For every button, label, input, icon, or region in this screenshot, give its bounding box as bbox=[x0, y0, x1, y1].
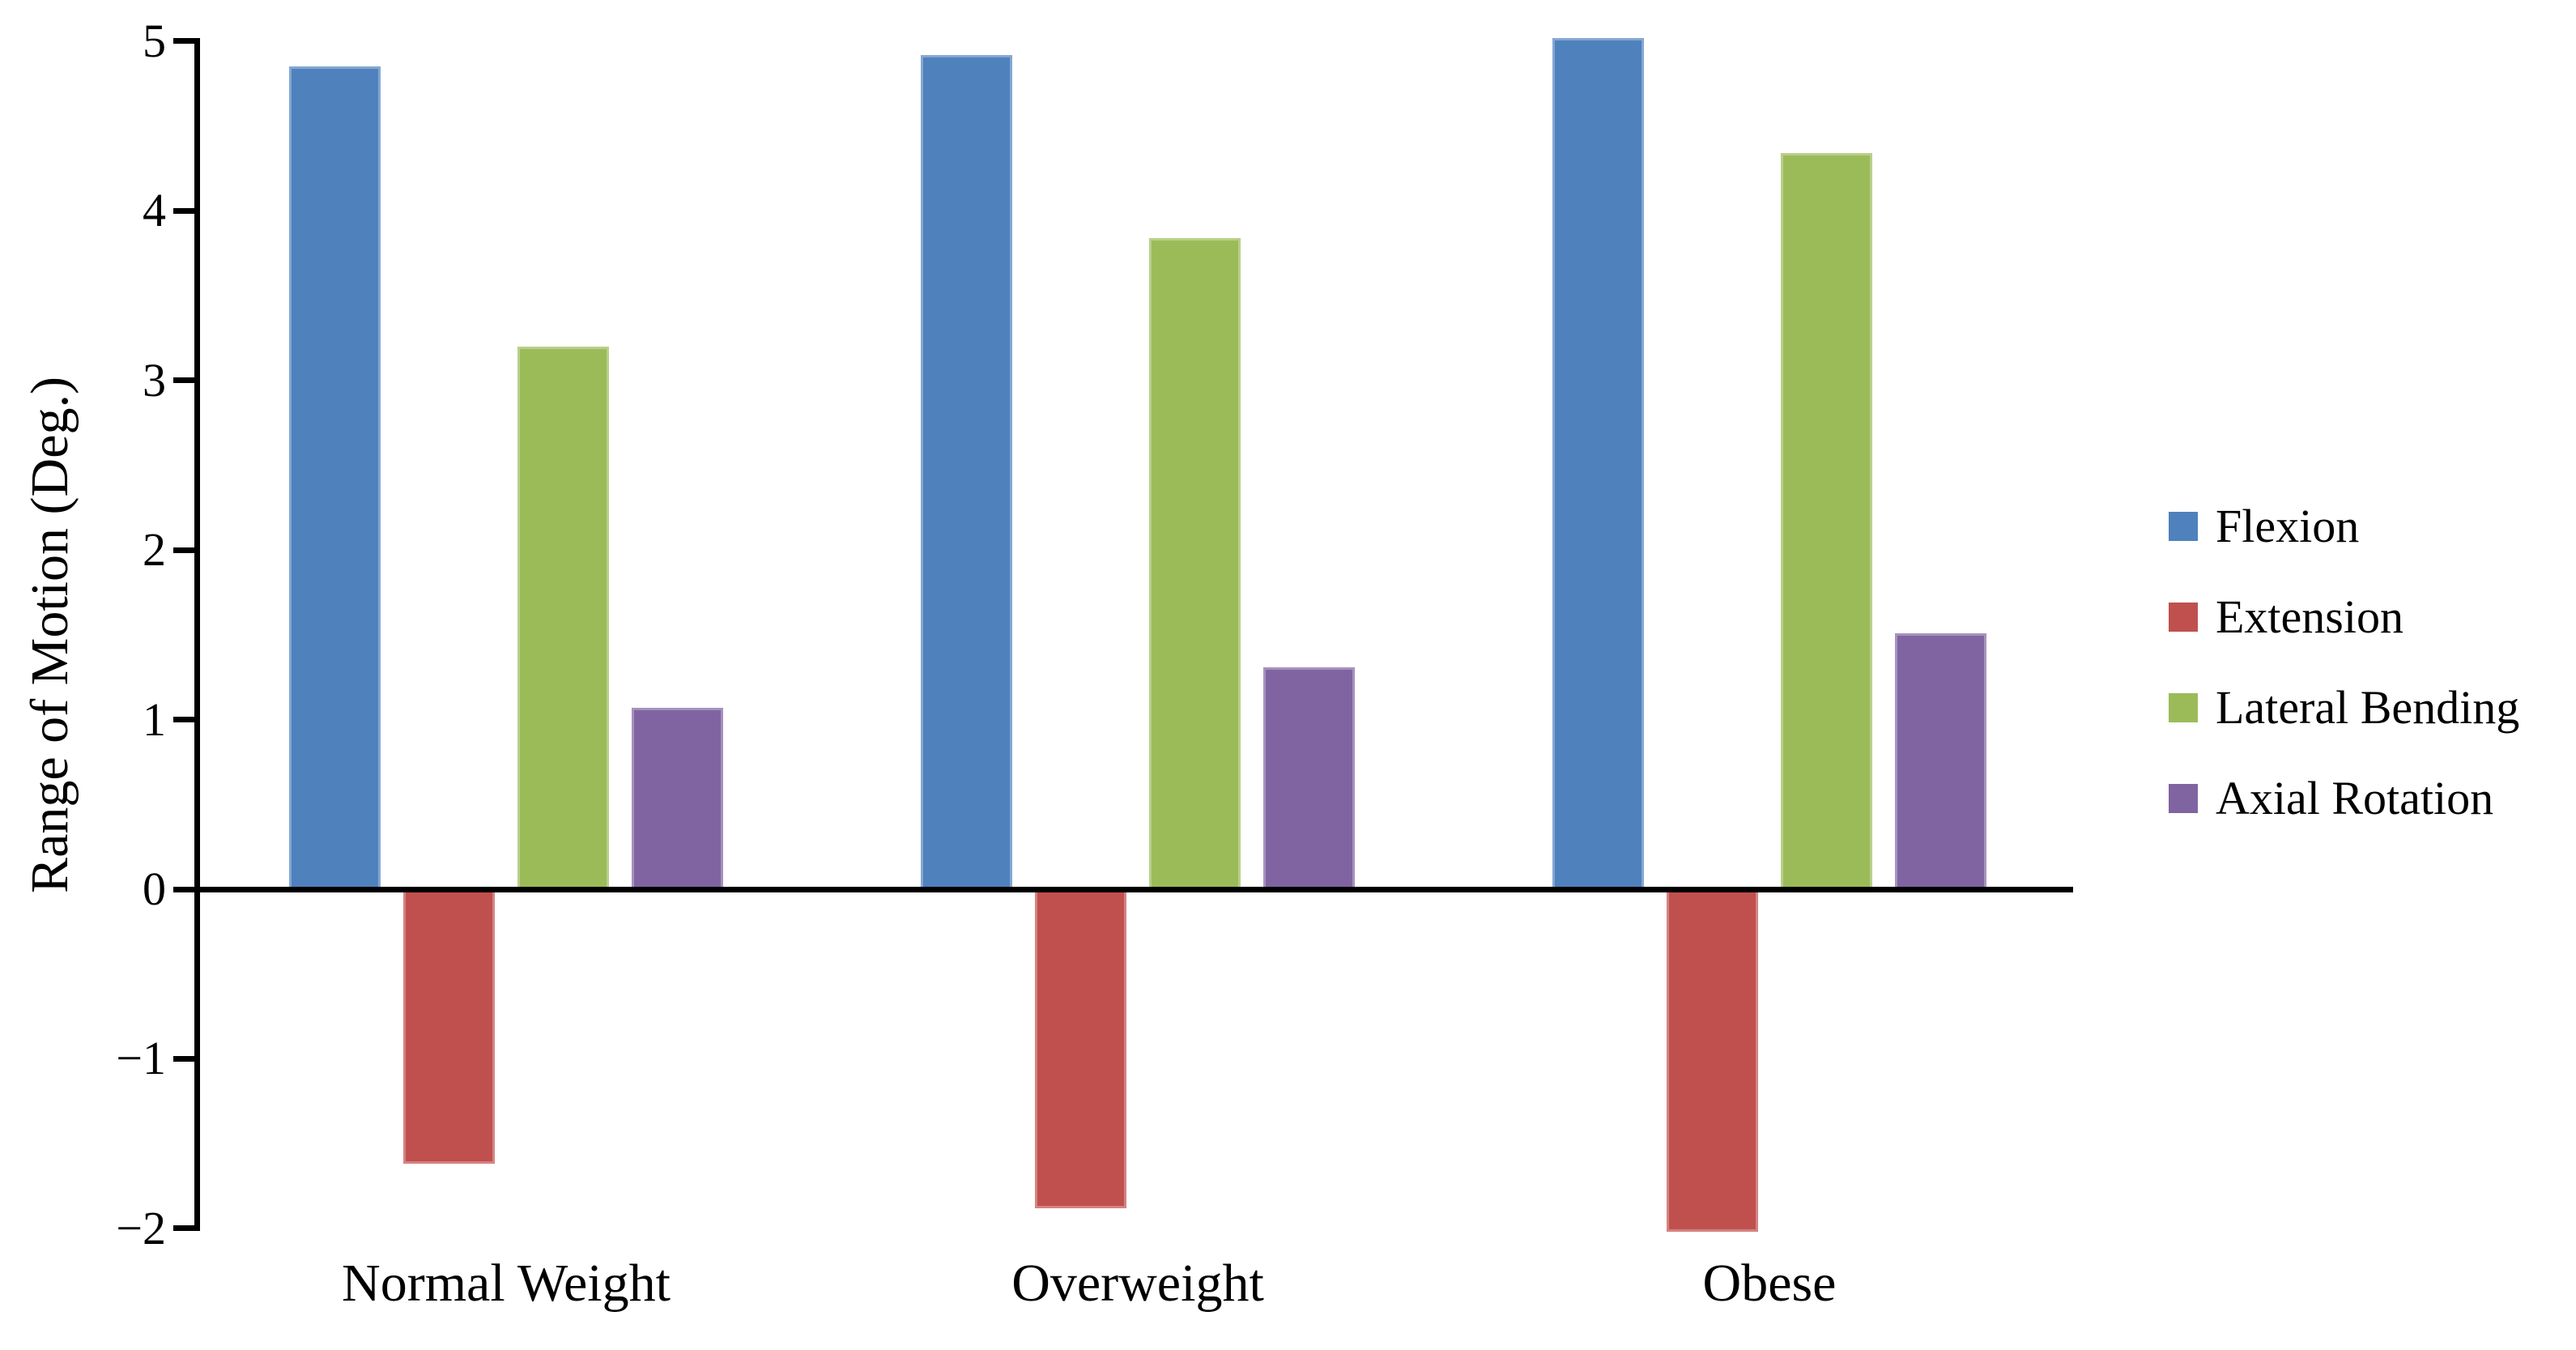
bar-axial-rotation-normal-weight bbox=[632, 707, 723, 889]
bar-extension-normal-weight bbox=[403, 889, 495, 1165]
bar-flexion-obese bbox=[1552, 37, 1644, 889]
y-tick-label: 1 bbox=[143, 692, 166, 746]
bar-extension-obese bbox=[1667, 889, 1758, 1233]
legend-item-flexion: Flexion bbox=[2169, 497, 2359, 556]
bar-lateral-bending-normal-weight bbox=[517, 346, 609, 889]
bar-lateral-bending-obese bbox=[1781, 153, 1872, 889]
y-tick-mark bbox=[173, 717, 194, 723]
bar-flexion-overweight bbox=[921, 54, 1012, 889]
legend-item-axial-rotation: Axial Rotation bbox=[2169, 769, 2493, 828]
bar-axial-rotation-overweight bbox=[1263, 666, 1355, 889]
bar-flexion-normal-weight bbox=[289, 66, 381, 889]
y-tick-mark bbox=[173, 547, 194, 553]
y-tick-label: −1 bbox=[116, 1032, 166, 1085]
legend-item-label: Flexion bbox=[2216, 500, 2360, 552]
y-tick-label: 4 bbox=[143, 184, 166, 237]
legend-item-label: Extension bbox=[2216, 590, 2404, 643]
x-category-label-obese: Obese bbox=[1702, 1254, 1837, 1313]
y-tick-mark bbox=[173, 377, 194, 384]
y-tick-mark bbox=[173, 38, 194, 45]
y-axis-title: Range of Motion (Deg.) bbox=[20, 377, 79, 893]
y-tick-mark bbox=[173, 1055, 194, 1062]
legend-item-extension: Extension bbox=[2169, 588, 2404, 646]
legend-swatch-icon bbox=[2169, 784, 2198, 813]
legend-item-label: Axial Rotation bbox=[2216, 772, 2494, 824]
y-tick-label: 0 bbox=[143, 862, 166, 915]
y-tick-mark bbox=[173, 886, 194, 892]
x-category-label-overweight: Overweight bbox=[1011, 1254, 1264, 1313]
legend-swatch-icon bbox=[2169, 512, 2198, 541]
legend-swatch-icon bbox=[2169, 603, 2198, 632]
y-tick-mark bbox=[173, 1225, 194, 1232]
y-tick-mark bbox=[173, 207, 194, 214]
y-axis-line bbox=[194, 38, 200, 1232]
legend-item-lateral-bending: Lateral Bending bbox=[2169, 679, 2519, 737]
bar-extension-overweight bbox=[1035, 889, 1126, 1208]
x-axis-line bbox=[194, 886, 2073, 892]
y-tick-label: 3 bbox=[143, 353, 166, 407]
legend-swatch-icon bbox=[2169, 693, 2198, 722]
y-tick-label: 2 bbox=[143, 523, 166, 577]
y-tick-label: 5 bbox=[143, 14, 166, 67]
y-tick-label: −2 bbox=[116, 1201, 166, 1254]
bar-lateral-bending-overweight bbox=[1149, 237, 1241, 889]
x-category-label-normal-weight: Normal Weight bbox=[342, 1254, 671, 1313]
legend-item-label: Lateral Bending bbox=[2216, 681, 2520, 734]
bar-axial-rotation-obese bbox=[1895, 632, 1986, 889]
